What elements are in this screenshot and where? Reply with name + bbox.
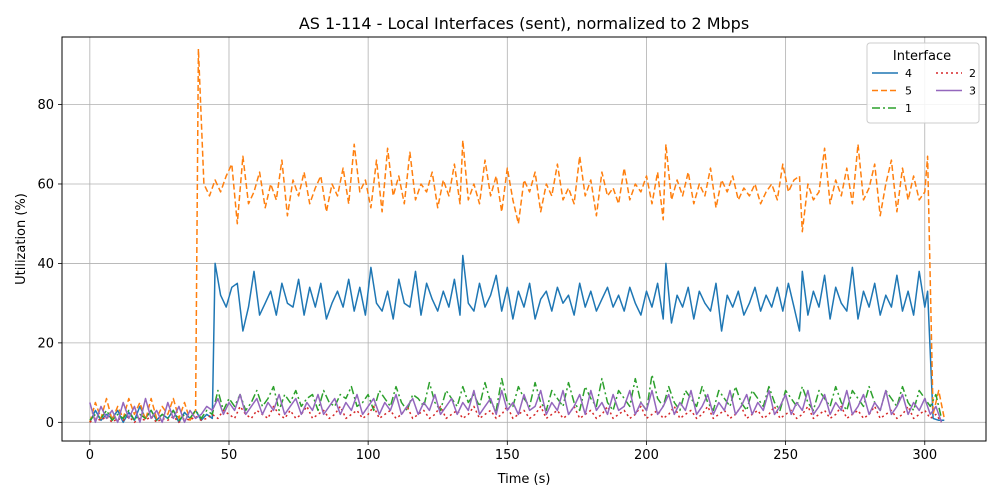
legend-title: Interface — [893, 49, 951, 64]
x-axis-label: Time (s) — [497, 472, 551, 487]
legend-label-2: 2 — [969, 67, 976, 80]
plot-frame — [61, 36, 987, 442]
x-tick-label: 300 — [912, 448, 937, 463]
series-line-1 — [89, 373, 943, 422]
legend-label-3: 3 — [969, 85, 976, 98]
y-axis-label: Utilization (%) — [14, 193, 29, 285]
x-tick-label: 150 — [495, 448, 520, 463]
series-line-5 — [89, 48, 946, 423]
x-tick-label: 0 — [86, 448, 94, 463]
x-tick-label: 50 — [221, 448, 238, 463]
legend-label-1: 1 — [905, 102, 912, 115]
y-axis-ticks: 0 20 40 60 80 — [37, 98, 62, 431]
legend-entries: 4 5 1 2 3 — [872, 67, 976, 115]
legend-box — [866, 42, 980, 124]
x-axis-ticks: 0 50 100 150 200 250 300 — [86, 441, 937, 463]
grid-layer — [62, 37, 986, 441]
x-tick-label: 100 — [356, 448, 381, 463]
chart-title: AS 1-114 - Local Interfaces (sent), norm… — [299, 14, 749, 33]
y-tick-label: 0 — [46, 416, 54, 431]
series-layer — [89, 48, 946, 424]
y-tick-label: 40 — [37, 257, 54, 272]
x-tick-label: 250 — [773, 448, 798, 463]
series-line-4 — [89, 254, 945, 424]
legend-label-4: 4 — [905, 67, 912, 80]
y-tick-label: 20 — [37, 336, 54, 351]
legend-label-5: 5 — [905, 85, 912, 98]
x-tick-label: 200 — [634, 448, 659, 463]
y-tick-label: 60 — [37, 177, 54, 192]
y-tick-label: 80 — [37, 98, 54, 113]
series-line-3 — [89, 389, 943, 424]
legend: Interface 4 5 1 2 3 — [866, 42, 980, 124]
series-line-2 — [89, 405, 943, 424]
